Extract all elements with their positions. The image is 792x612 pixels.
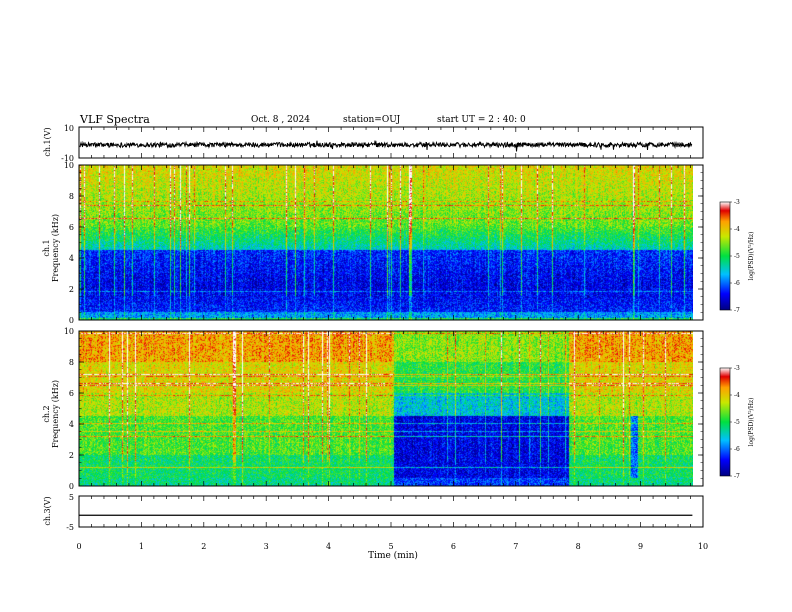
x-tick-label: 6 bbox=[451, 542, 456, 551]
start-time-label: start UT = 2 : 40: 0 bbox=[437, 115, 526, 125]
y-tick-label: 8 bbox=[69, 358, 74, 367]
ch1-spectrogram-ylabel-channel: ch.1 bbox=[42, 239, 51, 256]
x-tick-label: 9 bbox=[638, 542, 643, 551]
ch1-waveform-ylabel: ch.1(V) bbox=[43, 127, 52, 156]
ch1-colorbar-tick-labels: -3 -4 -5 -6 -7 bbox=[730, 199, 740, 314]
ch1-colorbar-label: log(PSD)(V²/Hz) bbox=[748, 232, 755, 281]
x-tick-label: 4 bbox=[326, 542, 331, 551]
ch1-waveform-panel: 10 -10 ch.1(V) bbox=[43, 124, 704, 163]
ch1-spectrogram-ticks bbox=[78, 165, 704, 320]
ch3-waveform-ylabel: ch.3(V) bbox=[43, 496, 52, 525]
y-tick-label: 0 bbox=[69, 482, 74, 491]
x-tick-label: 7 bbox=[513, 542, 518, 551]
ch2-colorbar-label: log(PSD)(V²/Hz) bbox=[748, 398, 755, 447]
ch3-ytick-bottom: -5 bbox=[66, 523, 74, 532]
y-tick-label: 8 bbox=[69, 192, 74, 201]
ch1-ytick-bottom: -10 bbox=[61, 154, 74, 163]
ch1-waveform-trace bbox=[79, 140, 693, 152]
x-axis-tick-labels: 0 1 2 3 4 5 6 7 8 9 10 bbox=[76, 542, 708, 551]
ch2-colorbar-gradient bbox=[719, 367, 731, 477]
x-tick-label: 10 bbox=[698, 542, 708, 551]
x-tick-label: 1 bbox=[139, 542, 144, 551]
y-tick-label: 2 bbox=[69, 451, 74, 460]
colorbar-tick-label: -3 bbox=[734, 365, 740, 372]
y-tick-label: 2 bbox=[69, 285, 74, 294]
colorbar-tick-label: -5 bbox=[734, 253, 740, 260]
colorbar-tick-label: -7 bbox=[734, 473, 740, 480]
colorbar-tick-label: -3 bbox=[734, 199, 740, 206]
ch3-waveform-ticks bbox=[78, 496, 704, 527]
date-label: Oct. 8 , 2024 bbox=[251, 115, 310, 125]
x-axis-label: Time (min) bbox=[368, 550, 418, 561]
colorbar-tick-label: -4 bbox=[734, 392, 740, 399]
colorbar-tick-label: -4 bbox=[734, 226, 740, 233]
ch2-spectrogram-panel: 0 2 4 6 8 10 ch.2 Frequency (kHz) bbox=[42, 327, 704, 491]
ch1-waveform-ticks bbox=[78, 127, 704, 158]
colorbar-tick-label: -6 bbox=[734, 446, 740, 453]
y-tick-label: 10 bbox=[64, 161, 74, 170]
y-tick-label: 6 bbox=[69, 223, 74, 232]
ch1-colorbar-gradient bbox=[719, 201, 731, 311]
x-tick-label: 3 bbox=[264, 542, 269, 551]
colorbar-tick-label: -6 bbox=[734, 280, 740, 287]
ch2-spectrogram-ylabel: Frequency (kHz) bbox=[51, 380, 60, 448]
colorbar-tick-label: -7 bbox=[734, 307, 740, 314]
y-tick-label: 4 bbox=[69, 420, 74, 429]
y-tick-label: 10 bbox=[64, 327, 74, 336]
y-tick-label: 6 bbox=[69, 389, 74, 398]
colorbar-tick-label: -5 bbox=[734, 419, 740, 426]
ch1-ytick-top: 10 bbox=[64, 124, 74, 133]
x-tick-label: 0 bbox=[76, 542, 81, 551]
x-tick-label: 2 bbox=[201, 542, 206, 551]
chart-title: VLF Spectra bbox=[80, 113, 150, 126]
station-label: station=OUJ bbox=[343, 115, 401, 125]
ch2-spectrogram-image bbox=[79, 331, 693, 486]
ch1-spectrogram-image bbox=[79, 165, 693, 320]
ch2-spectrogram-ylabel-channel: ch.2 bbox=[42, 405, 51, 422]
y-tick-label: 4 bbox=[69, 254, 74, 263]
ch2-colorbar-tick-labels: -3 -4 -5 -6 -7 bbox=[730, 365, 740, 480]
ch3-waveform-panel: 5 -5 ch.3(V) bbox=[43, 493, 704, 532]
y-tick-label: 0 bbox=[69, 316, 74, 325]
ch1-spectrogram-ylabel: Frequency (kHz) bbox=[51, 214, 60, 282]
ch2-spectrogram-ytick-labels: 0 2 4 6 8 10 bbox=[64, 327, 703, 491]
ch1-colorbar: -3 -4 -5 -6 -7 log(PSD)(V²/Hz) bbox=[719, 199, 755, 314]
ch3-ytick-top: 5 bbox=[69, 493, 74, 502]
ch1-spectrogram-ytick-labels: 0 2 4 6 8 10 bbox=[64, 161, 703, 325]
x-tick-label: 8 bbox=[576, 542, 581, 551]
x-tick-label: 5 bbox=[388, 542, 393, 551]
ch1-spectrogram-panel: 0 2 4 6 8 10 ch.1 Frequency (kHz) bbox=[42, 161, 704, 325]
ch2-colorbar: -3 -4 -5 -6 -7 log(PSD)(V²/Hz) bbox=[719, 365, 755, 480]
ch2-spectrogram-ticks bbox=[78, 331, 704, 486]
ch1-waveform-frame bbox=[78, 126, 704, 159]
